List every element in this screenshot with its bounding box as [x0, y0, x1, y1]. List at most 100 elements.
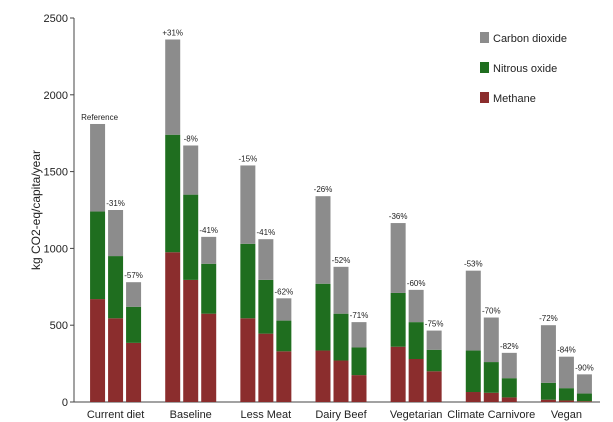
bar-segment-carbon-dioxide	[465, 270, 481, 351]
bar-data-label: -8%	[184, 134, 198, 143]
x-category-label: Climate Carnivore	[447, 409, 535, 421]
x-category-label: Vegetarian	[390, 409, 443, 421]
bar-segment-carbon-dioxide	[108, 210, 124, 257]
bar-segment-carbon-dioxide	[126, 282, 142, 307]
bar-segment-nitrous-oxide	[165, 134, 181, 253]
bar-data-label: -15%	[239, 154, 258, 163]
bars-layer: Reference -31% -57% +31% -8% -41% -15% -41% -62%…	[81, 29, 594, 402]
bar-segment-carbon-dioxide	[258, 239, 274, 280]
bar-segment-methane	[90, 299, 106, 402]
bar-segment-methane	[351, 375, 367, 402]
bar-segment-methane	[165, 252, 181, 402]
bar-segment-nitrous-oxide	[540, 382, 556, 400]
y-tick-label: 2000	[44, 90, 68, 102]
bar-data-label: -52%	[332, 256, 351, 265]
bar-segment-nitrous-oxide	[90, 211, 106, 300]
bar-segment-methane	[126, 342, 142, 402]
bar-segment-methane	[540, 399, 556, 402]
bar-segment-nitrous-oxide	[465, 350, 481, 393]
bar-data-label: -90%	[575, 363, 594, 372]
bar-segment-methane	[108, 318, 124, 402]
bar-segment-carbon-dioxide	[201, 236, 217, 264]
bar-data-label: -82%	[500, 342, 519, 351]
bar-segment-nitrous-oxide	[258, 279, 274, 334]
bar-segment-nitrous-oxide	[276, 320, 292, 352]
bar-segment-methane	[558, 400, 574, 402]
y-tick-label: 500	[50, 320, 68, 332]
bar-data-label: -72%	[539, 314, 558, 323]
bar-data-label: -84%	[557, 346, 576, 355]
bar-segment-carbon-dioxide	[408, 289, 424, 323]
bar-segment-nitrous-oxide	[183, 194, 199, 280]
bar-data-label: -57%	[124, 271, 143, 280]
bar-segment-carbon-dioxide	[276, 298, 292, 321]
bar-segment-carbon-dioxide	[426, 330, 442, 350]
bar-segment-carbon-dioxide	[501, 352, 517, 379]
bar-data-label: -41%	[257, 228, 276, 237]
bar-segment-nitrous-oxide	[351, 347, 367, 376]
bar-segment-carbon-dioxide	[390, 223, 406, 293]
bar-segment-nitrous-oxide	[483, 362, 499, 393]
bar-segment-carbon-dioxide	[165, 39, 181, 135]
y-tick-label: 1000	[44, 243, 68, 255]
x-category-label: Less Meat	[240, 409, 291, 421]
bar-segment-methane	[501, 397, 517, 402]
y-tick-label: 2500	[44, 13, 68, 25]
bar-segment-methane	[258, 333, 274, 402]
bar-segment-nitrous-oxide	[501, 378, 517, 398]
bar-data-label: -60%	[407, 279, 426, 288]
bar-segment-methane	[315, 350, 331, 402]
y-axis-title: kg CO2-eq/capita/year	[29, 150, 43, 270]
y-tick-label: 1500	[44, 167, 68, 179]
bar-data-label: Reference	[81, 113, 118, 122]
bar-segment-carbon-dioxide	[333, 266, 349, 314]
bar-segment-carbon-dioxide	[540, 325, 556, 383]
legend-swatch	[480, 92, 489, 103]
bar-segment-nitrous-oxide	[315, 283, 331, 351]
legend: Carbon dioxide Nitrous oxide Methane	[480, 32, 567, 105]
bar-data-label: -75%	[425, 320, 444, 329]
bar-data-label: -36%	[389, 212, 408, 221]
bar-data-label: -71%	[350, 311, 369, 320]
bar-segment-methane	[465, 392, 481, 402]
bar-data-label: -53%	[464, 260, 483, 269]
bar-data-label: -62%	[275, 287, 294, 296]
bar-segment-carbon-dioxide	[315, 196, 331, 284]
bar-segment-nitrous-oxide	[426, 349, 442, 372]
bar-segment-carbon-dioxide	[183, 145, 199, 195]
x-category-label: Vegan	[551, 409, 582, 421]
bar-segment-nitrous-oxide	[201, 263, 217, 314]
bar-segment-carbon-dioxide	[240, 165, 256, 244]
bar-segment-methane	[390, 346, 406, 402]
bar-segment-nitrous-oxide	[240, 243, 256, 319]
bar-segment-carbon-dioxide	[558, 356, 574, 389]
x-category-label: Baseline	[170, 409, 212, 421]
bar-segment-methane	[276, 351, 292, 402]
x-category-label: Current diet	[87, 409, 144, 421]
bar-segment-nitrous-oxide	[108, 256, 124, 319]
bar-segment-methane	[183, 279, 199, 402]
legend-swatch	[480, 62, 489, 73]
legend-label: Methane	[493, 93, 536, 105]
bar-segment-carbon-dioxide	[90, 123, 106, 212]
y-tick-label: 0	[62, 397, 68, 409]
legend-label: Carbon dioxide	[493, 33, 567, 45]
bar-data-label: -31%	[106, 199, 125, 208]
bar-segment-methane	[201, 313, 217, 402]
bar-segment-methane	[483, 392, 499, 402]
bar-data-label: -41%	[199, 226, 218, 235]
bar-data-label: +31%	[162, 29, 183, 38]
bar-segment-nitrous-oxide	[558, 388, 574, 401]
bar-segment-carbon-dioxide	[483, 317, 499, 363]
bar-segment-methane	[408, 358, 424, 402]
bar-segment-methane	[576, 401, 592, 402]
bar-segment-nitrous-oxide	[576, 393, 592, 402]
bar-segment-nitrous-oxide	[390, 292, 406, 347]
bar-data-label: -70%	[482, 307, 501, 316]
legend-label: Nitrous oxide	[493, 63, 557, 75]
bar-segment-carbon-dioxide	[351, 322, 367, 348]
bar-segment-nitrous-oxide	[333, 313, 349, 361]
bar-segment-carbon-dioxide	[576, 374, 592, 394]
x-category-label: Dairy Beef	[315, 409, 367, 421]
